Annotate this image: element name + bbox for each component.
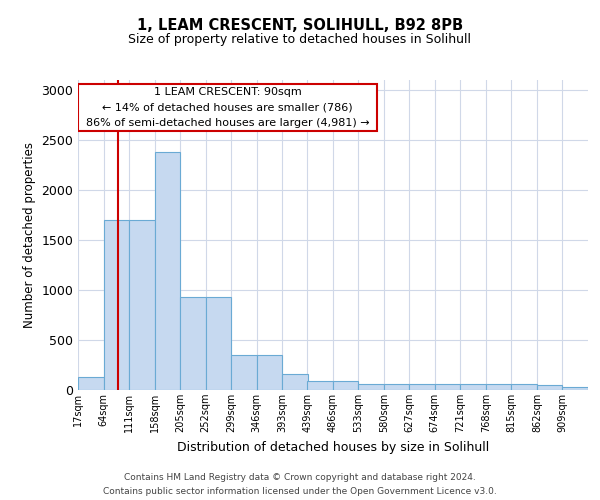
Y-axis label: Number of detached properties: Number of detached properties	[23, 142, 36, 328]
FancyBboxPatch shape	[78, 84, 377, 131]
Text: 1 LEAM CRESCENT: 90sqm
← 14% of detached houses are smaller (786)
86% of semi-de: 1 LEAM CRESCENT: 90sqm ← 14% of detached…	[86, 87, 370, 128]
Bar	[78, 377, 104, 390]
Bar	[257, 355, 282, 390]
Bar	[486, 384, 511, 390]
Bar	[180, 297, 206, 390]
Bar	[282, 374, 308, 390]
Bar	[511, 384, 537, 390]
Bar	[333, 381, 358, 390]
X-axis label: Distribution of detached houses by size in Solihull: Distribution of detached houses by size …	[177, 440, 489, 454]
Bar	[409, 384, 435, 390]
Bar	[358, 384, 384, 390]
Bar	[206, 297, 231, 390]
Text: 1, LEAM CRESCENT, SOLIHULL, B92 8PB: 1, LEAM CRESCENT, SOLIHULL, B92 8PB	[137, 18, 463, 32]
Bar	[537, 385, 562, 390]
Text: Size of property relative to detached houses in Solihull: Size of property relative to detached ho…	[128, 32, 472, 46]
Bar	[104, 220, 129, 390]
Bar	[129, 220, 155, 390]
Bar	[384, 384, 409, 390]
Text: Contains public sector information licensed under the Open Government Licence v3: Contains public sector information licen…	[103, 486, 497, 496]
Bar	[562, 387, 588, 390]
Bar	[231, 355, 257, 390]
Bar	[307, 381, 333, 390]
Bar	[460, 384, 486, 390]
Bar	[435, 384, 460, 390]
Text: Contains HM Land Registry data © Crown copyright and database right 2024.: Contains HM Land Registry data © Crown c…	[124, 472, 476, 482]
Bar	[155, 152, 180, 390]
